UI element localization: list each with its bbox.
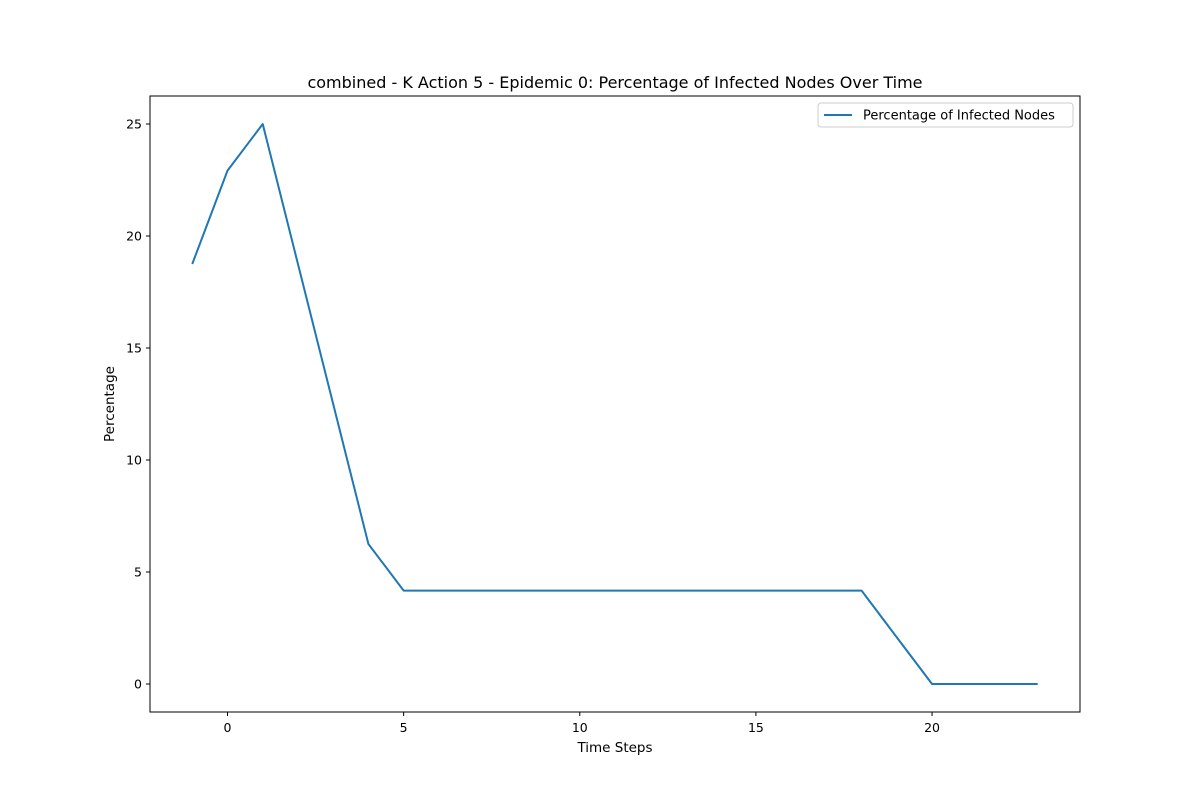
- y-tick-label: 10: [126, 453, 142, 468]
- plot-area-frame: [149, 95, 1081, 713]
- legend-label: Percentage of Infected Nodes: [863, 109, 1055, 124]
- series-layer: [191, 123, 1038, 685]
- x-axis: 0 5 10 15 20: [224, 712, 940, 735]
- series-line: [191, 123, 1038, 685]
- y-axis: 0 5 10 15 20 25: [126, 117, 150, 692]
- x-tick-label: 10: [572, 720, 588, 735]
- x-tick-label: 20: [924, 720, 940, 735]
- y-tick-label: 5: [134, 565, 142, 580]
- y-tick-label: 25: [126, 117, 142, 132]
- x-tick-label: 5: [400, 720, 408, 735]
- x-axis-label: Time Steps: [576, 740, 652, 756]
- legend-frame: [817, 102, 1074, 128]
- y-tick-label: 15: [126, 341, 142, 356]
- y-axis-label: Percentage: [102, 366, 118, 442]
- chart-title: combined - K Action 5 - Epidemic 0: Perc…: [307, 73, 922, 92]
- x-tick-label: 15: [748, 720, 764, 735]
- y-tick-label: 0: [134, 677, 142, 692]
- y-tick-label: 20: [126, 229, 142, 244]
- x-tick-label: 0: [224, 720, 232, 735]
- legend: Percentage of Infected Nodes: [817, 102, 1074, 128]
